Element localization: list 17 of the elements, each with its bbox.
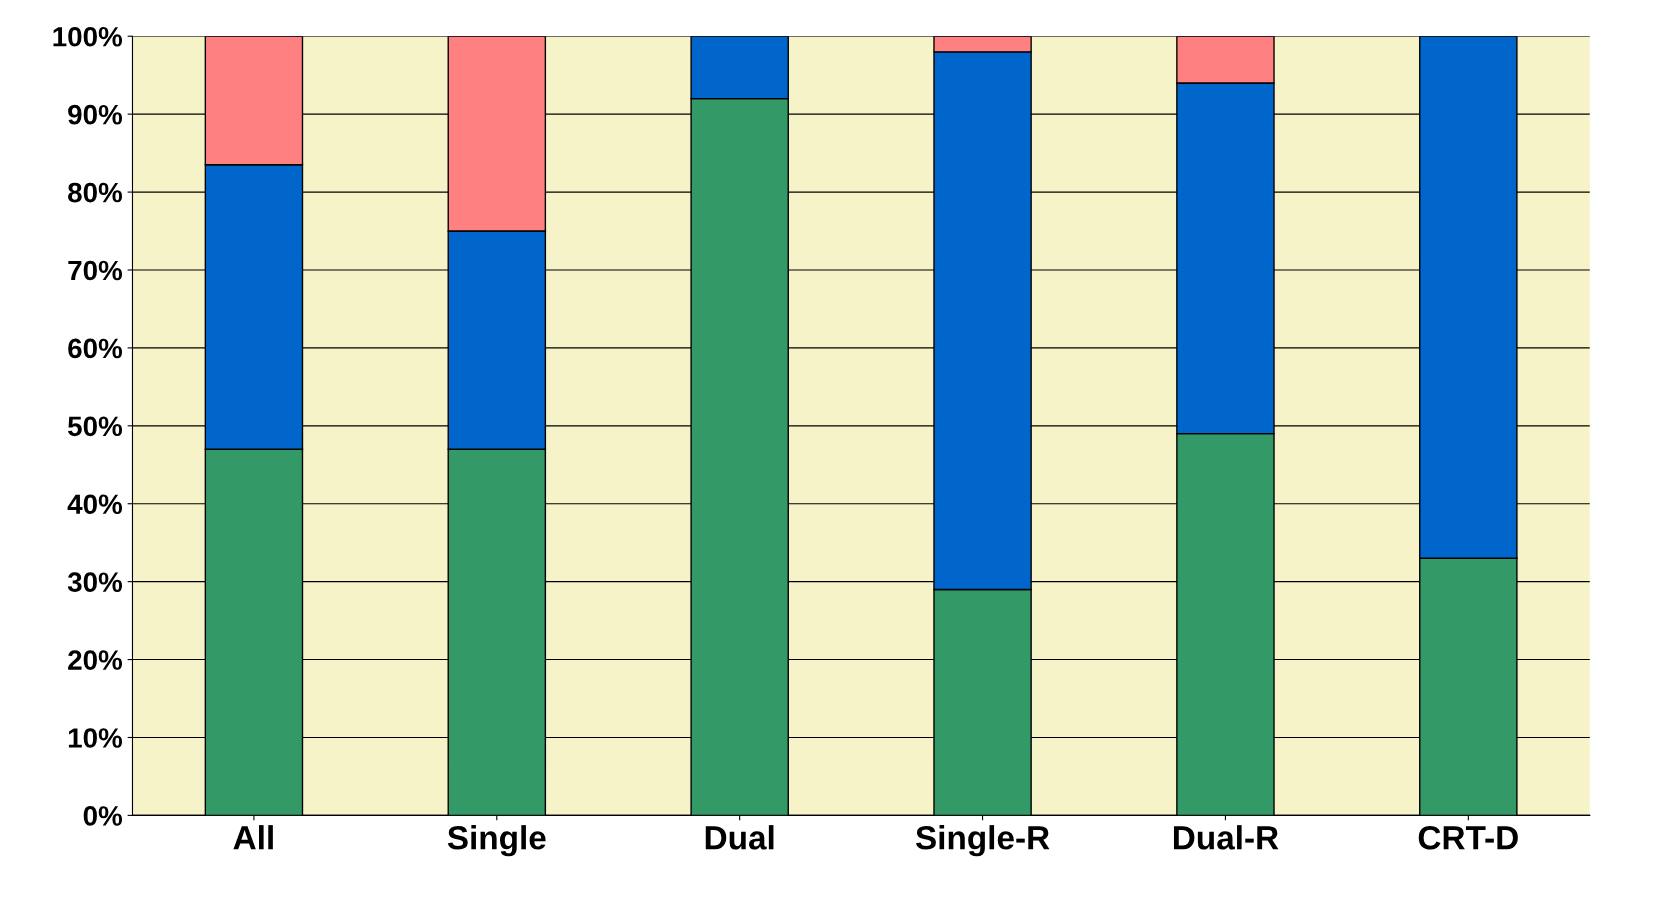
x-tick-label: Dual-R [1173, 825, 1279, 850]
y-tick-label: 40% [67, 494, 123, 515]
x-tick-label: All [233, 825, 273, 850]
y-tick-label: 60% [68, 338, 123, 359]
x-tick-label: Dual [705, 825, 774, 850]
y-tick-label: 90% [68, 104, 123, 125]
y-tick-label: 100% [53, 26, 123, 47]
y-tick-label: 20% [68, 650, 123, 670]
y-tick-label: 50% [68, 416, 123, 437]
x-tick-label: Single [447, 825, 546, 857]
y-tick-label: 70% [68, 260, 123, 281]
y-tick-label: 30% [67, 572, 123, 593]
x-tick-label: Single-R [915, 825, 1050, 857]
x-tick-label: CRT-D [1418, 826, 1518, 850]
y-tick-label: 0% [83, 806, 123, 826]
y-tick-label: 10% [68, 728, 123, 748]
y-tick-label: 80% [68, 182, 123, 203]
